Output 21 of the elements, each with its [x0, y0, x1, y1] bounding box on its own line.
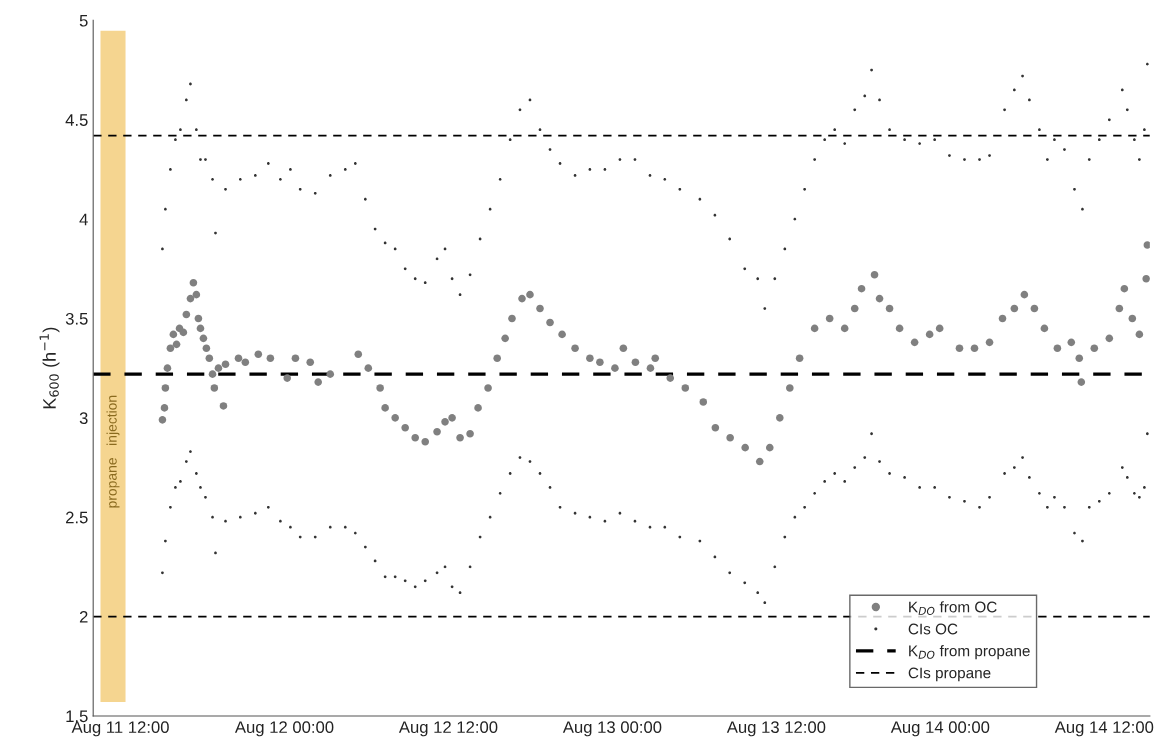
legend-label: K$_{DO}$ from OC	[909, 601, 997, 615]
y-tick-label: 3	[79, 412, 88, 425]
x-tick-label: Aug 14 00:00	[890, 721, 990, 737]
legend-label: CIs OC	[908, 623, 958, 635]
legend-label: CIs propane	[908, 667, 991, 682]
band-label: propane injection	[106, 395, 120, 508]
y-tick-label: 5	[79, 14, 88, 27]
y-tick-label: 2.5	[66, 511, 88, 524]
x-tick-label: Aug 13 00:00	[562, 721, 662, 737]
y-tick-label: 3.5	[65, 312, 88, 325]
x-tick-label: Aug 12 12:00	[398, 721, 498, 737]
x-tick-label: Aug 12 00:00	[234, 721, 334, 737]
x-tick-label: Aug 11 12:00	[71, 721, 169, 737]
y-tick-label: 4	[79, 213, 88, 226]
y-axis-title: K$_{600}$ (h$^{−1}$)	[39, 327, 60, 409]
x-tick-label: Aug 14 12:00	[1054, 721, 1154, 737]
legend-label: K$_{DO}$ from propane	[909, 645, 1030, 660]
y-tick-label: 1.5	[66, 710, 88, 723]
y-tick-label: 2	[79, 610, 88, 623]
x-tick-label: Aug 13 12:00	[726, 721, 826, 737]
y-tick-label: 4.5	[65, 114, 88, 126]
